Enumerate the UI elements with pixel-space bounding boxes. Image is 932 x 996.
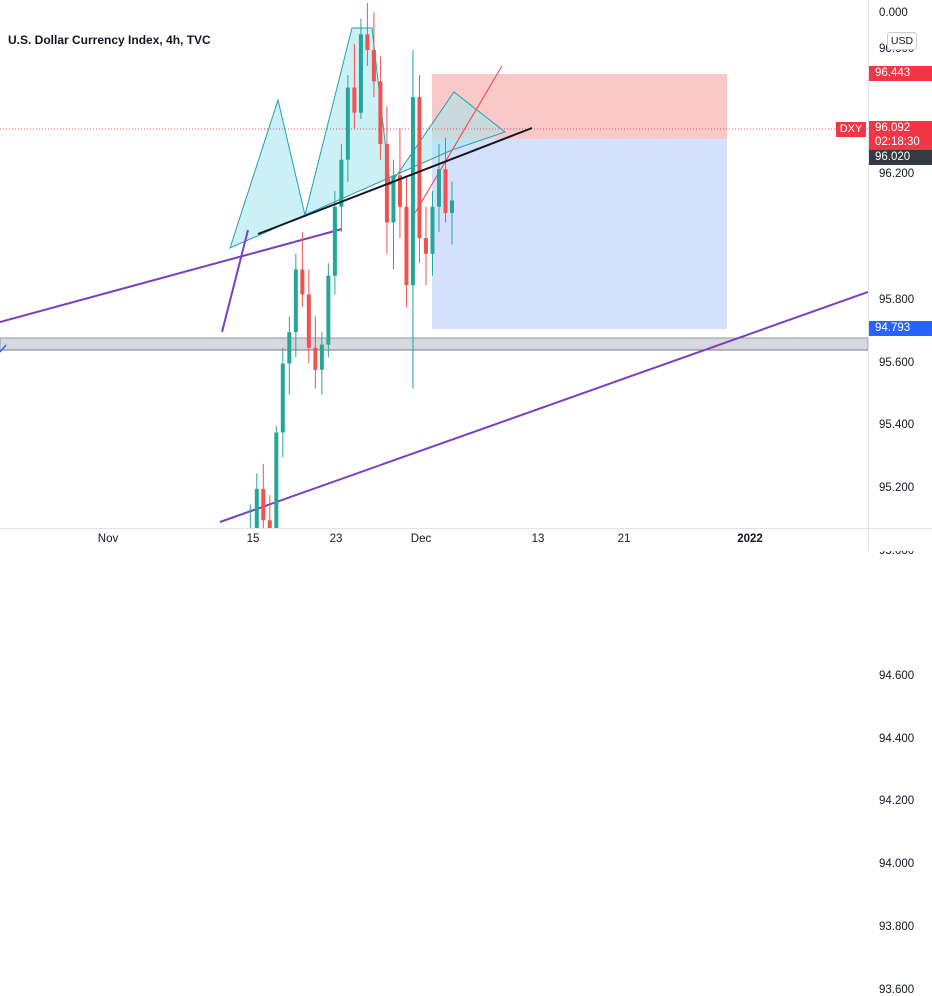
candle-body [423,238,428,254]
ticker-tag: DXY [836,122,866,137]
price-tick: 95.200 [879,481,915,494]
candle-body [417,97,422,239]
purple-trendline-upper[interactable] [0,228,343,323]
candle-body [287,332,292,364]
price-tick: 94.200 [879,795,915,808]
price-tick: 94.000 [879,858,915,871]
candle-body [371,50,376,82]
price-tick: 96.200 [879,168,915,181]
candle-body [267,520,272,528]
purple-trendline-lower[interactable] [219,291,868,523]
red-trendline[interactable] [411,65,503,219]
candle-body [313,347,318,370]
time-label: 15 [246,533,260,545]
candle-body [450,200,454,214]
candle-body [404,206,409,286]
candle-body [443,169,448,214]
candle-body [332,206,337,276]
chart-pane[interactable]: U.S. Dollar Currency Index, 4h, TVC DXY [0,0,868,528]
price-tick: 94.600 [879,670,915,682]
time-label: 21 [617,533,631,545]
price-scale[interactable]: 0.00096.60096.20095.80095.60095.40095.20… [868,0,932,996]
time-label: Nov [97,533,119,545]
candle-body [274,432,279,528]
currency-button[interactable]: USD [887,32,917,50]
purple-short-line[interactable] [221,229,249,333]
time-label: 23 [329,533,343,545]
zone-marker[interactable] [0,344,7,353]
target-price-badge: 94.793 [869,321,932,336]
bar-countdown: 02:18:30 [875,136,920,148]
entry-price-badge: 96.020 [869,150,932,165]
last-price-value: 96.092 [875,122,911,134]
time-label: Dec [410,533,432,545]
time-scale[interactable]: Nov 15 23 Dec 13 21 2022 [0,528,868,551]
candle-body [345,87,350,160]
candle-body [326,275,331,345]
neckline-trendline[interactable] [257,127,533,235]
take-profit-zone[interactable] [432,139,727,329]
candle-body [397,175,402,207]
price-tick: 94.400 [879,732,915,745]
time-label: 13 [531,533,545,545]
support-zone[interactable] [0,337,868,351]
candle-body [436,169,441,207]
price-tick: 95.400 [879,419,915,432]
candle-body [410,97,415,286]
price-tick: 95.800 [879,293,915,306]
candle-body [280,363,285,433]
time-label: 2022 [737,533,763,545]
last-price-badge: 96.092 02:18:30 [869,121,932,150]
candle-body [293,269,298,333]
candle-body [339,159,344,207]
symbol-title: U.S. Dollar Currency Index, 4h, TVC [8,33,211,47]
scale-corner[interactable] [868,528,932,551]
candle-body [391,175,396,223]
price-tick: 93.600 [879,983,915,996]
price-tick: 93.800 [879,920,915,933]
candle-series [249,2,454,528]
candle-body [300,269,305,295]
candle-body [261,488,266,521]
price-tick: 95.600 [879,356,915,369]
candle-body [358,34,363,113]
price-chart[interactable] [0,0,868,528]
candle-body [430,206,435,254]
candle-body [306,294,311,348]
candle-body [352,87,357,113]
stop-price-badge: 96.443 [869,66,932,81]
candle-body [319,344,324,370]
price-tick: 0.000 [879,7,908,19]
candle-body [365,34,370,50]
candle-body [254,488,259,528]
candle-body [378,81,383,145]
